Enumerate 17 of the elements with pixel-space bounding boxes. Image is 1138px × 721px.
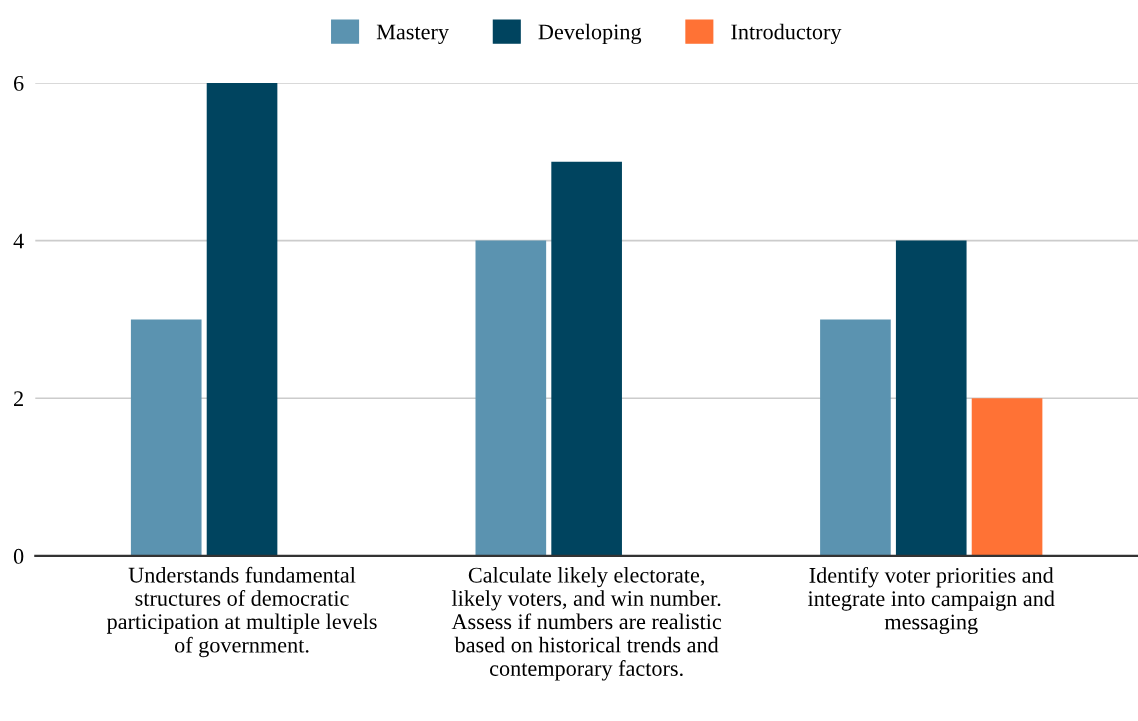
bar bbox=[551, 161, 622, 556]
legend-label: Developing bbox=[538, 23, 642, 44]
x-tick-label: Identify voter priorities and integrate into campaign and messaging bbox=[807, 567, 1055, 635]
y-tick-label: 6 bbox=[14, 75, 24, 91]
x-tick-label: Understands fundamental structures of democratic participation at multiple levels of government. bbox=[106, 566, 377, 658]
bar bbox=[130, 319, 202, 556]
x-tick-label: Calculate likely electorate, likely voters, and win number. Assess if numbers are realistic based on historical trends and contemporary factors. bbox=[451, 567, 722, 681]
bar bbox=[820, 319, 891, 556]
y-tick-label: 2 bbox=[14, 391, 23, 406]
bar bbox=[206, 82, 278, 556]
bar bbox=[895, 240, 967, 556]
y-tick-label: 0 bbox=[13, 548, 24, 564]
legend-label: Introductory bbox=[731, 23, 842, 44]
bar bbox=[971, 398, 1043, 556]
y-tick-label: 4 bbox=[13, 233, 24, 249]
bar bbox=[475, 240, 547, 556]
legend-label: Mastery bbox=[376, 24, 449, 44]
